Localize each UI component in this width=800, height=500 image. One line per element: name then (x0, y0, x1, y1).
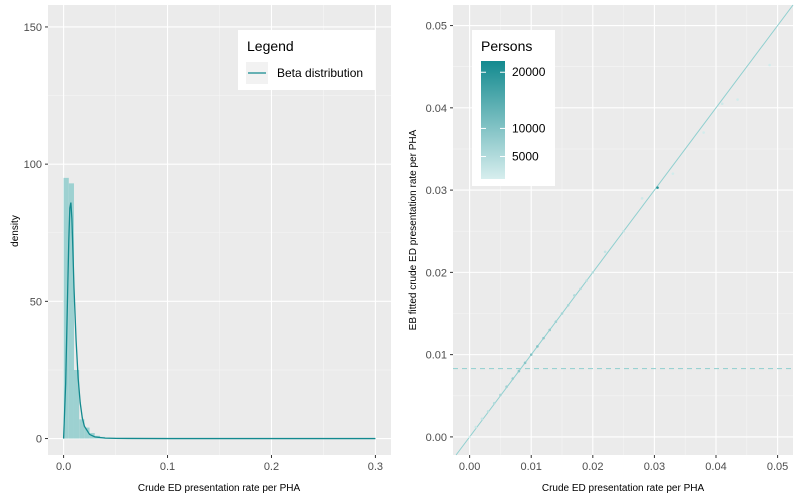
histogram-x-ticks: 0.0 0.1 0.2 0.3 (56, 455, 383, 473)
scatter-y-tick-label: 0.01 (426, 350, 447, 362)
histogram-bar (84, 427, 90, 439)
histogram-panel: 0 50 100 150 0.0 0.1 0.2 0.3 Crude ED presenta… (10, 5, 391, 494)
scatter-x-tick-label: 0.01 (521, 461, 542, 473)
scatter-x-ticks: 0.00 0.01 0.02 0.03 0.04 0.05 (459, 455, 788, 473)
histogram-x-tick-label: 0.1 (160, 461, 175, 473)
scatter-point (499, 393, 502, 397)
scatter-y-tick-label: 0.03 (426, 185, 447, 197)
histogram-legend: Legend Beta distribution (238, 30, 375, 90)
scatter-y-axis-label: EB fitted crude ED presentation rate per… (408, 129, 419, 330)
scatter-point (492, 401, 496, 405)
histogram-x-tick-label: 0.0 (56, 461, 71, 473)
histogram-y-tick-label: 100 (24, 159, 42, 171)
scatter-points (468, 63, 771, 439)
histogram-bar (63, 177, 69, 439)
beta-distribution-line (62, 202, 376, 440)
scatter-y-tick-label: 0.05 (426, 21, 447, 33)
scatter-point (603, 250, 607, 254)
scatter-y-tick-label: 0.00 (426, 432, 447, 444)
scatter-panel: 0.000.010.020.030.040.05 0.00 0.01 0.02 0.0… (408, 4, 794, 494)
scatter-point (536, 345, 539, 348)
scatter-point (505, 385, 508, 389)
persons-legend-title: Persons (481, 38, 532, 54)
persons-colorbar-ticks: 5000 10000 20000 (481, 65, 546, 164)
scatter-point (566, 303, 570, 307)
scatter-x-tick-label: 0.03 (644, 461, 665, 473)
scatter-point (468, 435, 471, 439)
scatter-point (579, 287, 582, 291)
scatter-point (548, 328, 552, 332)
scatter-point (656, 186, 659, 189)
scatter-y-ticks: 0.00 0.01 0.02 0.03 0.04 0.05 (426, 21, 453, 444)
scatter-point (622, 229, 625, 233)
scatter-point (517, 369, 521, 373)
scatter-point (486, 410, 490, 413)
scatter-point (573, 294, 576, 297)
scatter-point (702, 131, 705, 134)
scatter-point (523, 361, 527, 365)
scatter-point (720, 102, 724, 106)
scatter-x-tick-label: 0.00 (459, 461, 480, 473)
histogram-x-tick-label: 0.3 (368, 461, 383, 473)
persons-colorbar (481, 61, 505, 179)
scatter-point (736, 98, 739, 101)
histogram-y-tick-label: 0 (36, 434, 42, 446)
scatter-gridlines (453, 5, 793, 455)
histogram-x-tick-label: 0.2 (264, 461, 279, 473)
persons-colorbar-label: 20000 (512, 65, 546, 79)
scatter-point (591, 271, 595, 274)
scatter-point (640, 197, 644, 200)
persons-legend: Persons 5000 10000 20000 (472, 30, 555, 186)
scatter-point (474, 425, 478, 429)
histogram-bar (73, 369, 80, 439)
histogram-x-axis-label: Crude ED presentation rate per PHA (138, 483, 301, 494)
scatter-point (511, 377, 515, 380)
scatter-x-tick-label: 0.04 (705, 461, 726, 473)
scatter-point (560, 312, 564, 315)
scatter-x-tick-label: 0.05 (767, 461, 788, 473)
scatter-x-axis-label: Crude ED presentation rate per PHA (542, 483, 705, 494)
scatter-point (671, 172, 675, 175)
histogram-legend-title: Legend (247, 38, 294, 54)
scatter-point (554, 320, 558, 324)
scatter-point (542, 336, 545, 340)
histogram-bar (68, 183, 74, 439)
histogram-y-tick-label: 150 (24, 22, 42, 34)
histogram-y-axis-label: density (10, 215, 21, 247)
scatter-y-tick-label: 0.02 (426, 267, 447, 279)
scatter-y-tick-label: 0.04 (426, 103, 447, 115)
histogram-legend-label: Beta distribution (277, 66, 363, 80)
scatter-point (585, 279, 588, 282)
scatter-x-tick-label: 0.02 (582, 461, 603, 473)
scatter-point (480, 417, 484, 421)
histogram-y-ticks: 0 50 100 150 (24, 22, 48, 446)
scatter-point (768, 63, 771, 67)
persons-colorbar-label: 10000 (512, 121, 546, 135)
scatter-point (529, 353, 533, 356)
persons-colorbar-label: 5000 (512, 150, 539, 164)
histogram-y-tick-label: 50 (30, 296, 42, 308)
histogram-bar (79, 419, 85, 439)
identity-line (455, 4, 794, 456)
